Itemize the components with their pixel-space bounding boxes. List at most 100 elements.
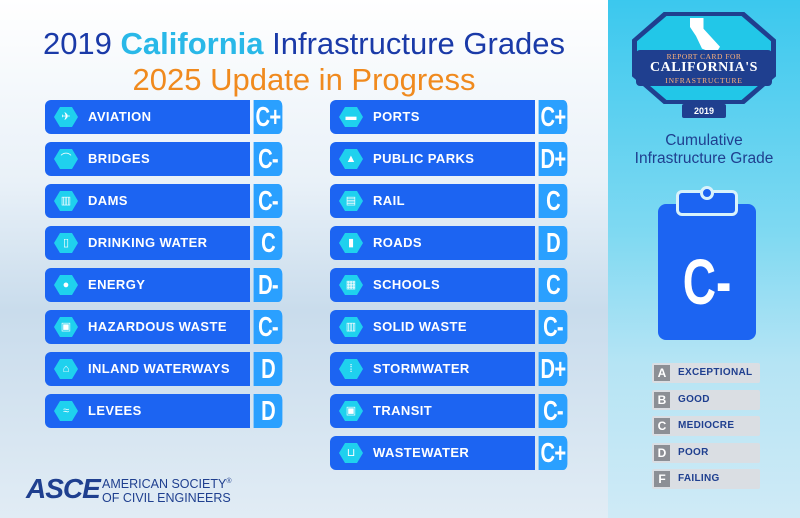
grade-row-levees: ≈ LEVEES D	[45, 394, 288, 428]
grade-row-dams: ▥ DAMS C-	[45, 184, 288, 218]
category-grade: C-	[538, 394, 568, 428]
category-grade: D	[253, 352, 283, 386]
category-bar	[330, 226, 535, 260]
category-bar	[330, 268, 535, 302]
grade-row-roads: ▮ ROADS D	[330, 226, 573, 260]
legend-item-background	[652, 363, 760, 383]
category-grade: C-	[538, 310, 568, 344]
levee-icon: ≈	[54, 401, 78, 421]
category-label: STORMWATER	[373, 361, 470, 376]
legend-letter: F	[654, 471, 670, 487]
category-grade: C-	[253, 142, 283, 176]
category-grade: C-	[253, 310, 283, 344]
cumulative-grade-label: Cumulative Infrastructure Grade	[634, 132, 774, 167]
category-bar	[45, 394, 250, 428]
title-state: California	[120, 26, 264, 61]
page-subtitle: 2025 Update in Progress	[132, 62, 476, 97]
category-bar	[45, 352, 250, 386]
category-grade: C	[253, 226, 283, 260]
asce-org-name: AMERICAN SOCIETY® OF CIVIL ENGINEERS	[102, 475, 262, 505]
category-bar	[45, 100, 250, 134]
category-bar	[45, 184, 250, 218]
grade-row-schools: ▦ SCHOOLS C	[330, 268, 573, 302]
grade-row-transit: ▣ TRANSIT C-	[330, 394, 573, 428]
category-bar	[330, 352, 535, 386]
registered-mark: ®	[226, 478, 232, 485]
title-rest: Infrastructure Grades	[272, 26, 566, 61]
legend-letter: B	[654, 391, 670, 408]
category-grade: D+	[538, 142, 568, 176]
grade-row-hazardous-waste: ▣ HAZARDOUS WASTE C-	[45, 310, 288, 344]
category-label: SCHOOLS	[373, 277, 441, 292]
category-grade: D-	[253, 268, 283, 302]
road-icon: ▮	[339, 233, 363, 253]
bus-icon: ▣	[339, 401, 363, 421]
legend-text: EXCEPTIONAL	[678, 367, 753, 378]
legend-item: A EXCEPTIONAL	[652, 363, 760, 383]
bridge-icon: ⌒	[54, 149, 78, 169]
water-glass-icon: ▯	[54, 233, 78, 253]
page-title: 2019 California Infrastructure Grades	[0, 26, 608, 62]
report-card-badge: REPORT CARD FOR CALIFORNIA'S INFRASTRUCT…	[632, 12, 776, 118]
badge-line2: CALIFORNIA'S	[650, 60, 758, 75]
category-label: SOLID WASTE	[373, 319, 467, 334]
legend-item: C MEDIOCRE	[652, 416, 760, 436]
boat-icon: ⌂	[54, 359, 78, 379]
category-label: BRIDGES	[88, 151, 151, 166]
category-grade: C	[538, 184, 568, 218]
category-grade: D	[538, 226, 568, 260]
grade-row-stormwater: ⁞ STORMWATER D+	[330, 352, 573, 386]
cumulative-grade: C-	[682, 246, 732, 318]
clipboard-hole	[700, 186, 714, 200]
category-bar	[45, 226, 250, 260]
legend-item: F FAILING	[652, 469, 760, 489]
grade-row-drinking-water: ▯ DRINKING WATER C	[45, 226, 288, 260]
category-label: PORTS	[373, 109, 420, 124]
org-name-line1: AMERICAN SOCIETY	[102, 477, 227, 492]
legend-item-background	[652, 469, 760, 489]
category-label: WASTEWATER	[373, 445, 470, 460]
category-grade: C+	[253, 100, 283, 134]
legend-item: D POOR	[652, 442, 760, 463]
legend-text: GOOD	[678, 393, 710, 405]
badge-line1: REPORT CARD FOR	[666, 52, 742, 61]
legend-item: B GOOD	[652, 389, 760, 410]
category-grade: D	[253, 394, 283, 428]
lightbulb-icon: ●	[54, 275, 78, 295]
category-label: INLAND WATERWAYS	[88, 361, 230, 376]
grades-column-right: ▬ PORTS C+ ▲ PUBLIC PARKS D+ ▤ RAIL C ▮ …	[330, 100, 573, 478]
org-name-line2: OF CIVIL ENGINEERS	[102, 491, 231, 506]
legend-item-background	[652, 416, 760, 436]
legend-letter: A	[654, 365, 670, 381]
title-year: 2019	[42, 26, 112, 61]
grade-row-aviation: ✈ AVIATION C+	[45, 100, 288, 134]
legend-text: POOR	[678, 446, 709, 458]
category-bar	[45, 268, 250, 302]
rain-icon: ⁞	[339, 359, 363, 379]
badge-ribbon	[636, 50, 772, 86]
grade-row-solid-waste: ▥ SOLID WASTE C-	[330, 310, 573, 344]
hazard-icon: ▣	[54, 317, 78, 337]
ship-icon: ▬	[339, 107, 363, 127]
asce-logo-mark: ASCE	[26, 473, 101, 504]
legend-item-background	[652, 442, 760, 463]
legend-item-background	[652, 389, 760, 410]
grade-row-public-parks: ▲ PUBLIC PARKS D+	[330, 142, 573, 176]
legend-text: FAILING	[678, 473, 720, 484]
legend-letter: D	[654, 444, 670, 461]
grade-row-energy: ● ENERGY D-	[45, 268, 288, 302]
category-bar	[330, 436, 535, 470]
badge-year: 2019	[682, 104, 726, 118]
grade-row-bridges: ⌒ BRIDGES C-	[45, 142, 288, 176]
school-icon: ▦	[339, 275, 363, 295]
category-grade: D+	[538, 352, 568, 386]
category-bar	[45, 142, 250, 176]
category-label: RAIL	[373, 193, 405, 208]
category-grade: C	[538, 268, 568, 302]
clipboard-icon	[658, 204, 756, 340]
grade-row-rail: ▤ RAIL C	[330, 184, 573, 218]
category-bar	[330, 184, 535, 218]
grades-column-left: ✈ AVIATION C+ ⌒ BRIDGES C- ▥ DAMS C- ▯ D…	[45, 100, 288, 436]
category-label: LEVEES	[88, 403, 142, 418]
trash-icon: ▥	[339, 317, 363, 337]
